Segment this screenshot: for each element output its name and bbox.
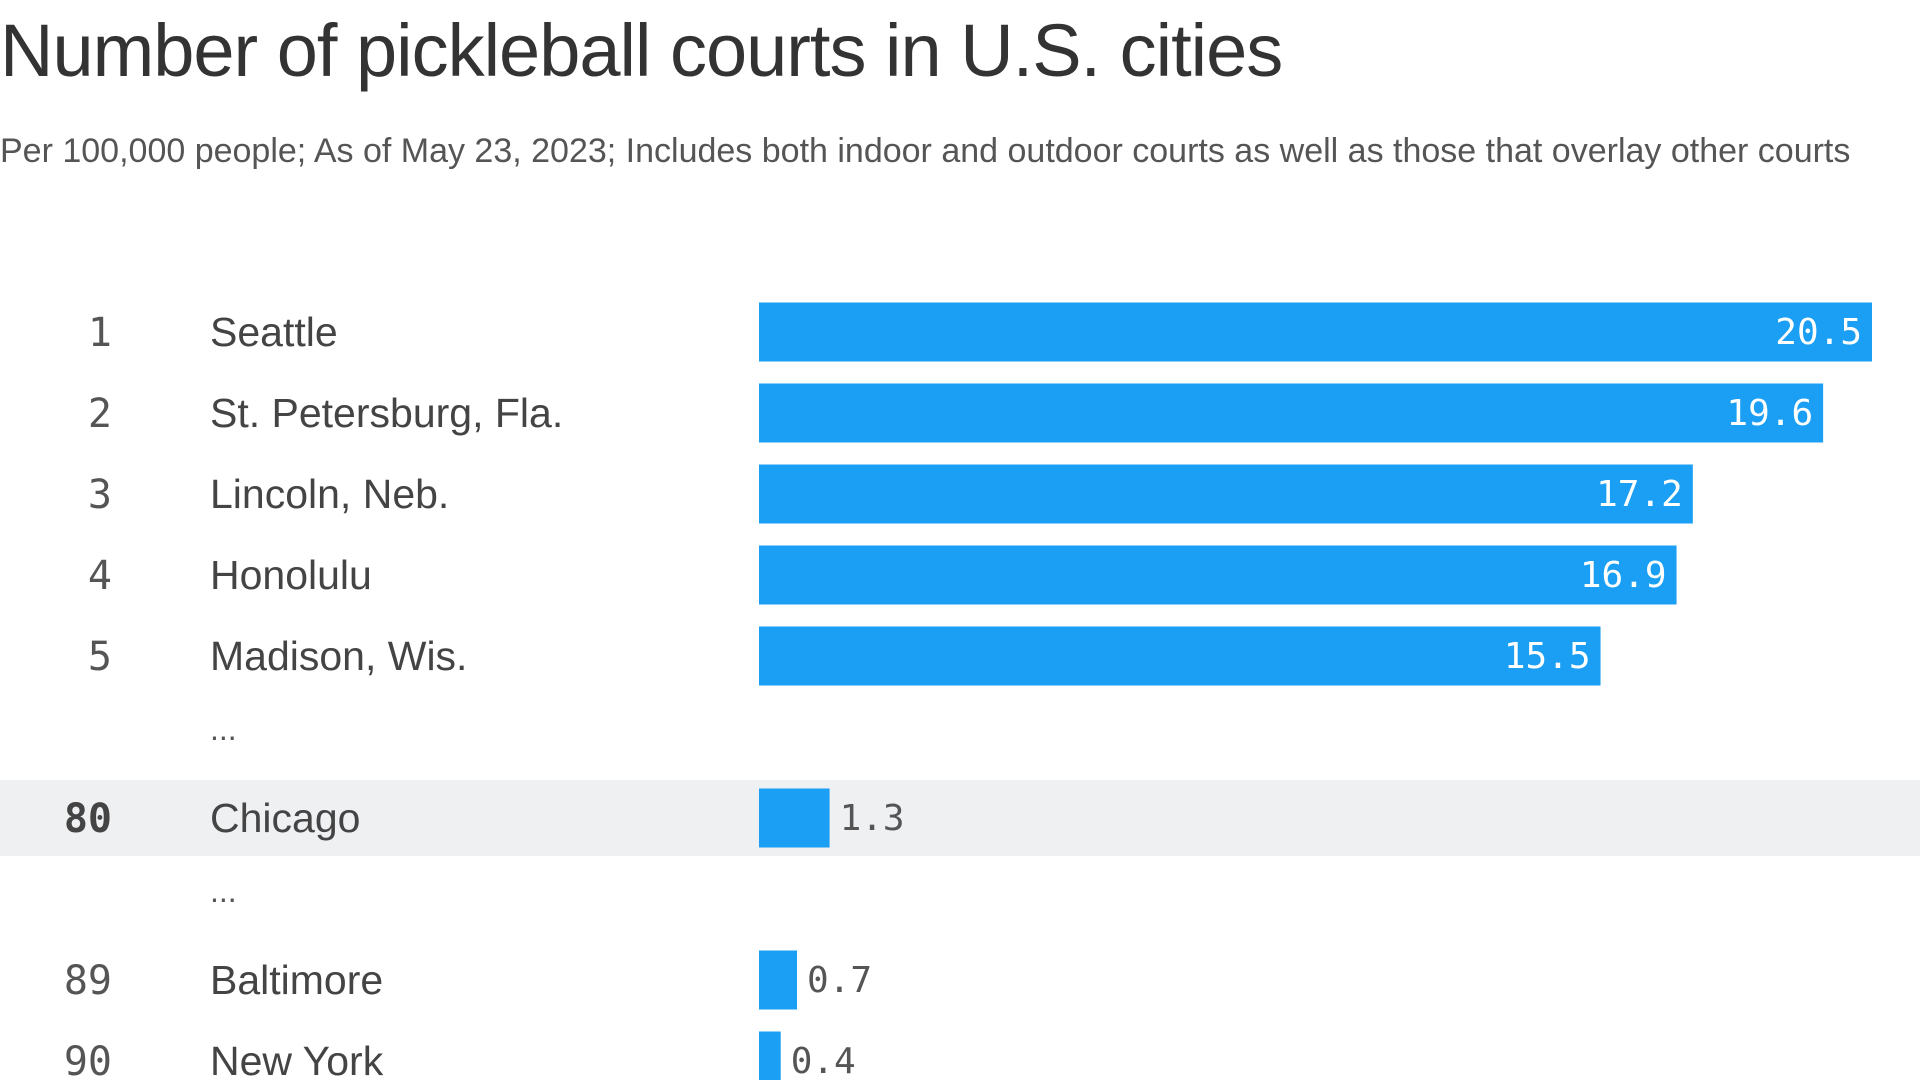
- value-label: 16.9: [1580, 555, 1667, 596]
- rank-label: 3: [88, 472, 112, 518]
- chart-subtitle: Per 100,000 people; As of May 23, 2023; …: [0, 132, 1851, 170]
- bar: [759, 464, 1693, 524]
- bar-row-honolulu: 4 Honolulu 16.9: [88, 545, 1677, 605]
- city-label: Madison, Wis.: [210, 633, 467, 679]
- bar: [759, 950, 798, 1010]
- bar: [759, 545, 1677, 605]
- value-label: 0.7: [807, 960, 872, 1001]
- rank-label: 90: [64, 1039, 112, 1080]
- rank-label: 5: [88, 634, 112, 680]
- bar-row-chicago: 80 Chicago 1.3: [0, 780, 1920, 856]
- city-label: Chicago: [210, 795, 360, 841]
- city-label: New York: [210, 1038, 384, 1080]
- city-label: St. Petersburg, Fla.: [210, 390, 563, 436]
- bar: [759, 788, 830, 848]
- bar-row-baltimore: 89 Baltimore 0.7: [64, 950, 872, 1010]
- rank-label: 2: [88, 391, 112, 437]
- bar: [759, 383, 1824, 443]
- bar-row-madison: 5 Madison, Wis. 15.5: [88, 626, 1601, 686]
- value-label: 0.4: [791, 1041, 856, 1080]
- highlight-band: [0, 780, 1920, 856]
- city-label: Seattle: [210, 309, 338, 355]
- city-label: Baltimore: [210, 957, 383, 1003]
- bar-row-st-petersburg: 2 St. Petersburg, Fla. 19.6: [88, 383, 1824, 443]
- value-label: 1.3: [840, 798, 905, 839]
- value-label: 15.5: [1504, 636, 1591, 677]
- ellipsis-2: ...: [210, 873, 237, 909]
- rank-label: 4: [88, 553, 112, 599]
- ellipsis-1: ...: [210, 711, 237, 747]
- rank-label: 89: [64, 958, 112, 1004]
- chart-title: Number of pickleball courts in U.S. citi…: [0, 9, 1283, 92]
- bar-row-new-york: 90 New York 0.4: [64, 1031, 856, 1080]
- bar-row-lincoln: 3 Lincoln, Neb. 17.2: [88, 464, 1693, 524]
- rank-label: 80: [64, 796, 112, 842]
- bar: [759, 302, 1872, 362]
- bar: [759, 1031, 781, 1080]
- city-label: Honolulu: [210, 552, 372, 598]
- value-label: 20.5: [1775, 312, 1862, 353]
- city-label: Lincoln, Neb.: [210, 471, 449, 517]
- bar-row-seattle: 1 Seattle 20.5: [88, 302, 1872, 362]
- rank-label: 1: [88, 310, 112, 356]
- bar: [759, 626, 1601, 686]
- value-label: 19.6: [1726, 393, 1813, 434]
- value-label: 17.2: [1596, 474, 1683, 515]
